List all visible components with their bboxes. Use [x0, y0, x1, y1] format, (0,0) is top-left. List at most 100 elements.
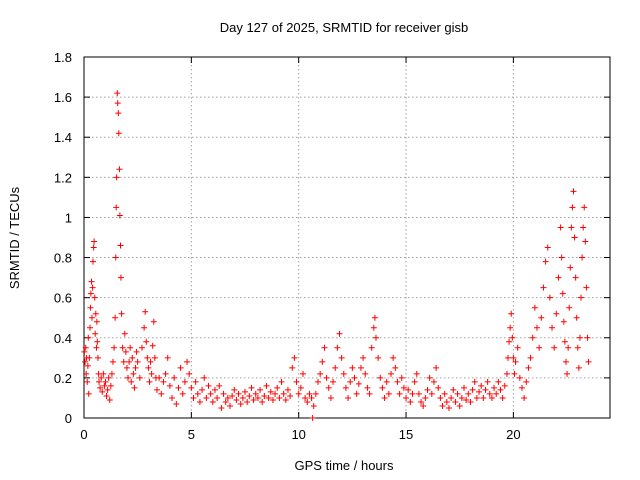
- data-point: [398, 374, 405, 381]
- data-point: [327, 394, 334, 401]
- data-point: [162, 370, 169, 377]
- data-point: [94, 338, 101, 345]
- data-point: [276, 394, 283, 401]
- data-point: [375, 354, 382, 361]
- data-point: [267, 388, 274, 395]
- data-point: [114, 100, 121, 107]
- data-point: [435, 384, 442, 391]
- data-point: [480, 394, 487, 401]
- data-point: [295, 390, 302, 397]
- x-tick-label: 10: [291, 427, 305, 442]
- data-point: [289, 364, 296, 371]
- data-point: [569, 204, 576, 211]
- data-point: [506, 338, 513, 345]
- data-point: [469, 386, 476, 393]
- data-point: [269, 396, 276, 403]
- y-tick-label: 1.6: [54, 90, 72, 105]
- data-point: [497, 386, 504, 393]
- data-point: [441, 390, 448, 397]
- data-point: [114, 90, 121, 97]
- data-point: [86, 354, 93, 361]
- data-point: [381, 394, 388, 401]
- data-point: [111, 344, 118, 351]
- data-point: [509, 334, 516, 341]
- data-point: [104, 386, 111, 393]
- data-point: [231, 386, 238, 393]
- data-point: [583, 284, 590, 291]
- data-point: [222, 398, 229, 405]
- y-tick-label: 1: [65, 210, 72, 225]
- data-point: [177, 364, 184, 371]
- data-point: [138, 344, 145, 351]
- data-point: [203, 394, 210, 401]
- x-tick-label: 20: [506, 427, 520, 442]
- data-point: [540, 284, 547, 291]
- data-point: [488, 394, 495, 401]
- data-point: [216, 382, 223, 389]
- data-point: [153, 386, 160, 393]
- data-point: [578, 294, 585, 301]
- data-point: [129, 354, 136, 361]
- data-point: [130, 370, 137, 377]
- x-axis-label: GPS time / hours: [295, 458, 394, 473]
- data-point: [315, 378, 322, 385]
- data-point: [510, 354, 517, 361]
- data-point: [572, 274, 579, 281]
- data-point: [461, 384, 468, 391]
- data-point: [511, 370, 518, 377]
- data-point: [430, 378, 437, 385]
- data-point: [437, 394, 444, 401]
- data-point: [411, 378, 418, 385]
- data-point: [405, 386, 412, 393]
- data-point: [538, 314, 545, 321]
- data-point: [321, 344, 328, 351]
- data-point: [495, 378, 502, 385]
- data-point: [299, 370, 306, 377]
- data-point: [127, 344, 134, 351]
- data-point: [394, 378, 401, 385]
- y-tick-label: 1.4: [54, 130, 72, 145]
- data-point: [546, 294, 553, 301]
- data-point: [166, 382, 173, 389]
- data-point: [144, 354, 151, 361]
- data-point: [426, 374, 433, 381]
- data-point: [467, 398, 474, 405]
- data-point: [573, 314, 580, 321]
- data-point: [233, 396, 240, 403]
- data-point: [297, 384, 304, 391]
- data-point: [92, 310, 99, 317]
- data-point: [484, 378, 491, 385]
- data-point: [224, 394, 231, 401]
- data-point: [486, 390, 493, 397]
- y-tick-label: 1.8: [54, 50, 72, 65]
- y-axis-label: SRMTID / TECUs: [7, 186, 22, 289]
- data-point: [89, 284, 96, 291]
- data-point: [158, 390, 165, 397]
- y-tick-label: 0.2: [54, 371, 72, 386]
- data-point: [133, 348, 140, 355]
- data-point: [218, 404, 225, 411]
- gridlines: [84, 57, 610, 418]
- data-point: [265, 394, 272, 401]
- data-point: [278, 378, 285, 385]
- data-point: [82, 344, 89, 351]
- y-tick-label: 0.6: [54, 291, 72, 306]
- data-point: [580, 224, 587, 231]
- data-point: [551, 344, 558, 351]
- data-point: [575, 364, 582, 371]
- data-point: [287, 392, 294, 399]
- data-point: [291, 354, 298, 361]
- data-point: [145, 364, 152, 371]
- data-point: [422, 394, 429, 401]
- data-point: [207, 390, 214, 397]
- data-point: [471, 378, 478, 385]
- data-point: [516, 374, 523, 381]
- data-point: [385, 390, 392, 397]
- data-point: [433, 364, 440, 371]
- data-point: [126, 358, 133, 365]
- data-point: [214, 394, 221, 401]
- y-tick-label: 1.2: [54, 170, 72, 185]
- data-point: [555, 274, 562, 281]
- data-point: [136, 374, 143, 381]
- data-point: [235, 390, 242, 397]
